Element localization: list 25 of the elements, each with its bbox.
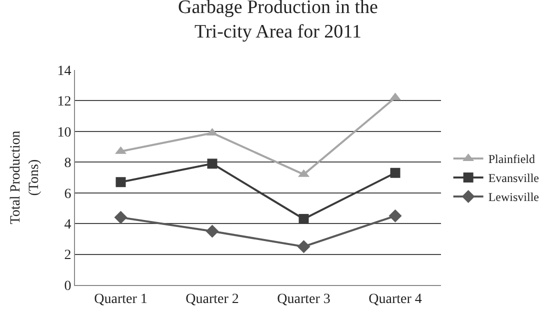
point [388,209,402,222]
y-tick-label: 12 [57,94,72,110]
x-tick-label: Quarter 3 [277,292,330,307]
y-tick-label: 2 [64,248,72,264]
y-tick-label: 8 [64,156,72,172]
point [390,168,400,178]
y-tick-label: 14 [57,64,72,79]
chart-title: Garbage Production in the Tri-city Area for 2011 [178,0,378,42]
point [298,214,309,224]
y-tick-label: 0 [64,278,72,294]
y-axis-title: Total Production (Tons) [8,130,42,224]
x-tick-label: Quarter 1 [94,292,148,307]
point [206,224,219,238]
legend-label: Plainfield [488,152,535,166]
x-tick-label: Quarter 4 [368,292,422,307]
x-tick-label: Quarter 2 [186,292,239,307]
point [207,158,218,169]
point [297,240,310,254]
point [114,210,128,224]
legend-label: Lewisville [488,190,539,204]
legend-label: Evansville [488,171,539,186]
y-tick-label: 10 [57,125,72,140]
y-tick-label: 6 [64,186,72,202]
point [116,177,126,188]
y-tick-label: 4 [64,217,72,232]
